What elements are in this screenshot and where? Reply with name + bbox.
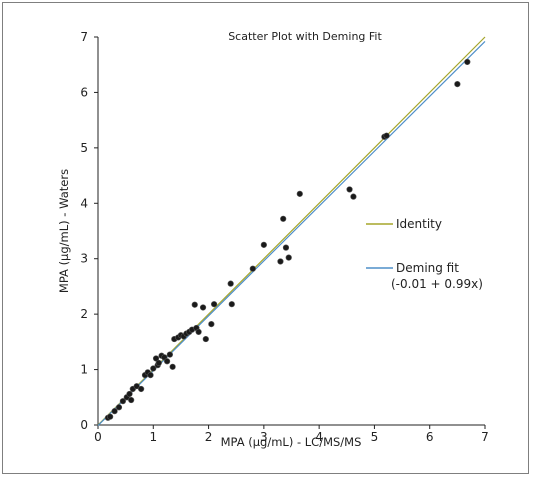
y-tick-label: 1 — [80, 363, 88, 377]
axes — [97, 37, 485, 426]
data-point — [107, 413, 114, 420]
legend-label-identity: Identity — [396, 217, 442, 231]
legend-label-deming: Deming fit — [396, 261, 459, 275]
x-tick-label: 5 — [371, 430, 379, 444]
y-tick-label: 7 — [80, 30, 88, 44]
y-tick-label: 3 — [80, 252, 88, 266]
data-point — [280, 215, 287, 222]
data-point — [285, 254, 292, 261]
data-point — [296, 190, 303, 197]
y-axis-label: MPA (µg/mL) - Waters — [57, 169, 71, 293]
data-point — [138, 385, 145, 393]
x-tick-label: 0 — [94, 430, 102, 444]
x-tick-label: 6 — [426, 430, 434, 444]
data-point — [346, 186, 353, 193]
data-point — [350, 193, 357, 200]
data-point — [169, 363, 176, 370]
data-point — [155, 359, 162, 367]
data-point — [128, 396, 135, 404]
data-point — [282, 244, 290, 251]
data-point — [199, 304, 207, 311]
fit-lines — [97, 36, 486, 426]
data-point — [464, 58, 471, 66]
data-point — [277, 258, 284, 265]
y-tick-label: 4 — [80, 196, 88, 210]
x-tick-label: 7 — [481, 430, 489, 444]
x-tick-label: 2 — [205, 430, 213, 444]
data-point — [249, 265, 256, 272]
y-tick-label: 5 — [80, 141, 88, 155]
data-point — [454, 81, 461, 88]
figure-frame — [2, 2, 529, 474]
data-point — [126, 390, 133, 398]
legend: Identity Deming fit (-0.01 + 0.99x) — [366, 217, 483, 291]
data-point — [195, 328, 202, 335]
data-point — [211, 301, 218, 308]
y-tick-label: 6 — [80, 85, 88, 99]
deming-fit-line — [97, 41, 486, 426]
x-tick-label: 4 — [315, 430, 323, 444]
data-point — [260, 241, 267, 248]
data-points — [104, 58, 471, 421]
data-point — [111, 408, 118, 415]
data-point — [383, 132, 390, 139]
data-point — [166, 351, 173, 358]
ticks: 0 1 2 3 4 5 6 7 0 1 2 3 4 5 6 7 — [80, 30, 488, 444]
x-tick-label: 1 — [149, 430, 157, 444]
data-point — [227, 280, 234, 287]
data-point — [202, 335, 209, 343]
legend-label-deming-equation: (-0.01 + 0.99x) — [391, 277, 483, 291]
chart-title: Scatter Plot with Deming Fit — [228, 30, 382, 43]
data-point — [228, 301, 235, 308]
y-tick-label: 2 — [80, 307, 88, 321]
identity-line — [97, 36, 486, 426]
data-point — [191, 301, 198, 308]
data-point — [164, 358, 171, 365]
data-point — [150, 365, 157, 372]
data-point — [115, 404, 123, 411]
y-tick-label: 0 — [80, 418, 88, 432]
x-tick-label: 3 — [260, 430, 268, 444]
data-point — [119, 398, 126, 405]
data-point — [152, 355, 160, 362]
data-point — [133, 383, 140, 390]
x-axis-label: MPA (µg/mL) - LC/MS/MS — [221, 435, 362, 449]
data-point — [208, 321, 215, 328]
data-point — [147, 372, 154, 379]
